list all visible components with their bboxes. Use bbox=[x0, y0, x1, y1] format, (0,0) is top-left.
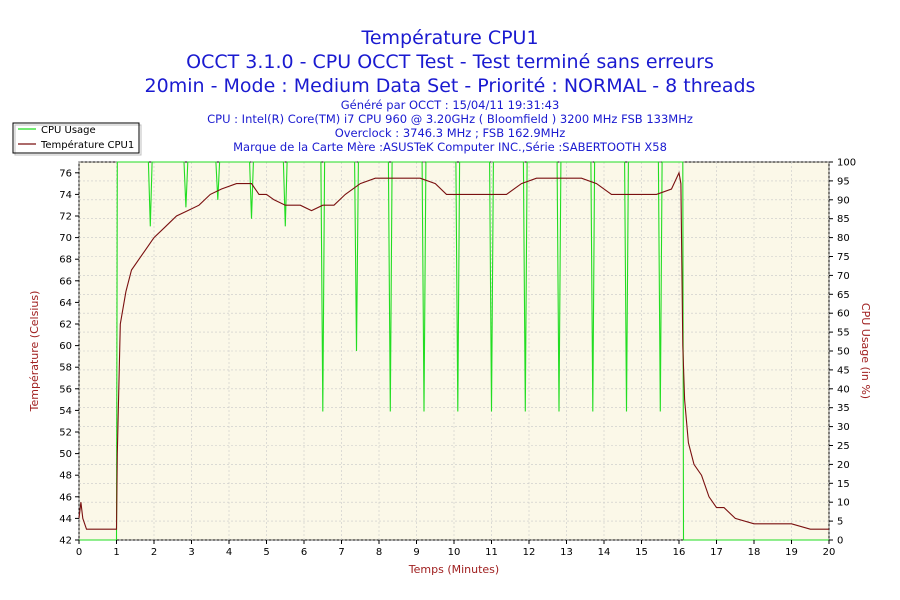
info-overclock: Overclock : 3746.3 MHz ; FSB 162.9MHz bbox=[334, 126, 566, 140]
y-right-tick-label: 90 bbox=[837, 195, 850, 206]
chart-subtitle-2: 20min - Mode : Medium Data Set - Priorit… bbox=[144, 75, 756, 97]
y-left-tick-label: 42 bbox=[59, 536, 72, 547]
y-right-tick-label: 50 bbox=[837, 347, 850, 358]
x-tick-label: 6 bbox=[301, 547, 307, 558]
y-left-tick-label: 54 bbox=[59, 406, 72, 417]
y-left-tick-label: 56 bbox=[59, 384, 72, 395]
chart-titles: Température CPU1 OCCT 3.1.0 - CPU OCCT T… bbox=[0, 0, 900, 154]
x-tick-label: 16 bbox=[673, 547, 686, 558]
y-left-tick-label: 66 bbox=[59, 276, 72, 287]
x-tick-label: 7 bbox=[338, 547, 344, 558]
legend-shadow bbox=[14, 124, 142, 156]
y-left-tick-label: 68 bbox=[59, 255, 72, 266]
y-right-tick-label: 40 bbox=[837, 384, 850, 395]
x-tick-label: 17 bbox=[710, 547, 723, 558]
y-left-tick-label: 58 bbox=[59, 363, 72, 374]
x-tick-label: 12 bbox=[523, 547, 536, 558]
legend-box bbox=[12, 122, 140, 154]
y-right-tick-label: 60 bbox=[837, 309, 850, 320]
series-line-cpu-usage bbox=[79, 161, 829, 541]
x-tick-label: 11 bbox=[485, 547, 498, 558]
y-right-tick-label: 30 bbox=[837, 422, 850, 433]
y-left-tick-label: 62 bbox=[59, 320, 72, 331]
x-tick-label: 20 bbox=[823, 547, 836, 558]
y-right-tick-label: 95 bbox=[837, 176, 850, 187]
legend-label-temperature: Température CPU1 bbox=[40, 139, 134, 151]
x-tick-label: 1 bbox=[113, 547, 119, 558]
y-right-tick-label: 65 bbox=[837, 290, 850, 301]
info-motherboard: Marque de la Carte Mère :ASUSTeK Compute… bbox=[233, 140, 667, 154]
y-left-tick-label: 50 bbox=[59, 449, 72, 460]
y-left-tick-label: 52 bbox=[59, 428, 72, 439]
y-right-tick-label: 100 bbox=[837, 158, 856, 169]
x-tick-label: 5 bbox=[263, 547, 269, 558]
y-right-tick-label: 80 bbox=[837, 233, 850, 244]
x-tick-label: 2 bbox=[151, 547, 157, 558]
x-tick-label: 3 bbox=[188, 547, 194, 558]
y-axis-label-left: Température (Celsius) bbox=[28, 291, 41, 413]
y-right-tick-label: 35 bbox=[837, 403, 850, 414]
y-right-tick-label: 20 bbox=[837, 460, 850, 471]
chart-title: Température CPU1 bbox=[361, 27, 539, 49]
legend-label-cpu-usage: CPU Usage bbox=[41, 125, 96, 136]
x-tick-label: 8 bbox=[376, 547, 382, 558]
y-right-tick-label: 0 bbox=[837, 536, 843, 547]
y-right-tick-label: 85 bbox=[837, 214, 850, 225]
y-right-tick-label: 70 bbox=[837, 271, 850, 282]
y-left-tick-label: 44 bbox=[59, 514, 72, 525]
y-left-tick-label: 60 bbox=[59, 341, 72, 352]
info-generated: Généré par OCCT : 15/04/11 19:31:43 bbox=[340, 98, 560, 112]
x-tick-label: 14 bbox=[598, 547, 611, 558]
y-right-tick-label: 75 bbox=[837, 252, 850, 263]
x-tick-label: 10 bbox=[448, 547, 461, 558]
x-axis-label: Temps (Minutes) bbox=[408, 563, 499, 576]
y-left-tick-label: 48 bbox=[59, 471, 72, 482]
chart-subtitle-1: OCCT 3.1.0 - CPU OCCT Test - Test termin… bbox=[186, 51, 714, 73]
y-left-tick-label: 72 bbox=[59, 212, 72, 223]
y-axis-label-right: CPU Usage (in %) bbox=[859, 303, 872, 399]
y-right-tick-label: 25 bbox=[837, 441, 850, 452]
x-tick-label: 18 bbox=[748, 547, 761, 558]
x-tick-label: 9 bbox=[413, 547, 419, 558]
y-right-tick-label: 15 bbox=[837, 479, 850, 490]
y-left-tick-label: 74 bbox=[59, 190, 72, 201]
x-tick-label: 19 bbox=[785, 547, 798, 558]
y-left-tick-label: 64 bbox=[59, 298, 72, 309]
y-left-tick-label: 46 bbox=[59, 492, 72, 503]
x-tick-label: 13 bbox=[560, 547, 573, 558]
y-right-tick-label: 10 bbox=[837, 498, 850, 509]
y-right-tick-label: 45 bbox=[837, 365, 850, 376]
series-line-temperature bbox=[78, 170, 829, 530]
y-right-tick-label: 55 bbox=[837, 328, 850, 339]
x-tick-label: 0 bbox=[76, 547, 82, 558]
x-tick-label: 15 bbox=[635, 547, 648, 558]
info-cpu: CPU : Intel(R) Core(TM) i7 CPU 960 @ 3.2… bbox=[207, 112, 693, 126]
y-left-tick-label: 70 bbox=[59, 233, 72, 244]
y-right-tick-label: 5 bbox=[837, 517, 843, 528]
x-tick-label: 4 bbox=[226, 547, 232, 558]
y-left-tick-label: 76 bbox=[59, 168, 72, 179]
